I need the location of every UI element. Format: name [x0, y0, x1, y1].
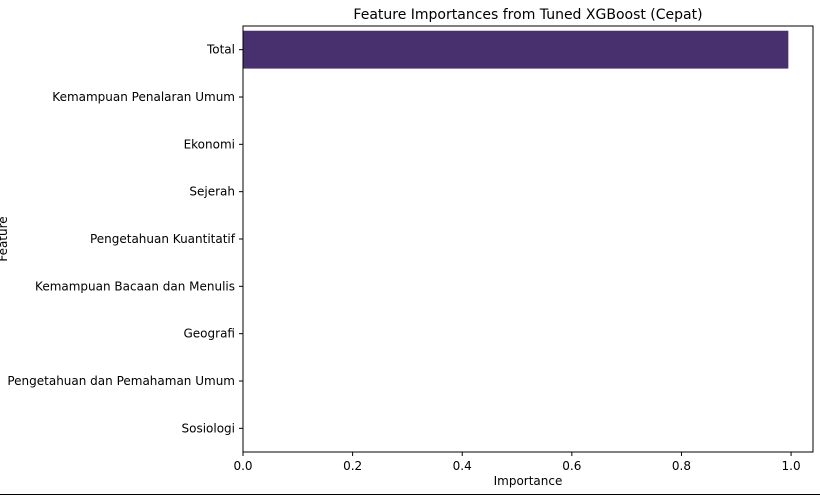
- x-tick-label: 0.2: [343, 459, 362, 473]
- y-tick-label: Geografi: [184, 327, 236, 341]
- y-tick-label: Sejerah: [189, 185, 235, 199]
- bottom-divider: [0, 494, 820, 495]
- y-axis-ticks: Total Kemampuan Penalaran Umum Ekonomi Seje…: [7, 43, 243, 435]
- y-tick-label: Sosiologi: [181, 421, 235, 435]
- x-tick-label: 0.6: [562, 459, 581, 473]
- x-tick-label: 0.4: [453, 459, 472, 473]
- x-tick-label: 0.0: [233, 459, 252, 473]
- chart-title: Feature Importances from Tuned XGBoost (…: [353, 7, 702, 23]
- bar-0: [243, 30, 789, 69]
- x-axis-label: Importance: [494, 474, 563, 488]
- plot-frame: [242, 25, 814, 453]
- y-tick-label: Pengetahuan Kuantitatif: [90, 232, 236, 246]
- y-tick-label: Total: [206, 43, 235, 57]
- y-tick-label: Kemampuan Penalaran Umum: [52, 90, 235, 104]
- bars-group: [243, 30, 789, 69]
- x-tick-label: 0.8: [672, 459, 691, 473]
- y-axis-label: Feature: [0, 216, 10, 261]
- y-tick-label: Ekonomi: [184, 137, 235, 151]
- x-axis-ticks: 0.0 0.2 0.4 0.6 0.8 1.0: [233, 452, 801, 473]
- y-tick-label: Kemampuan Bacaan dan Menulis: [35, 279, 235, 293]
- x-tick-label: 1.0: [782, 459, 801, 473]
- y-tick-label: Pengetahuan dan Pemahaman Umum: [7, 374, 235, 388]
